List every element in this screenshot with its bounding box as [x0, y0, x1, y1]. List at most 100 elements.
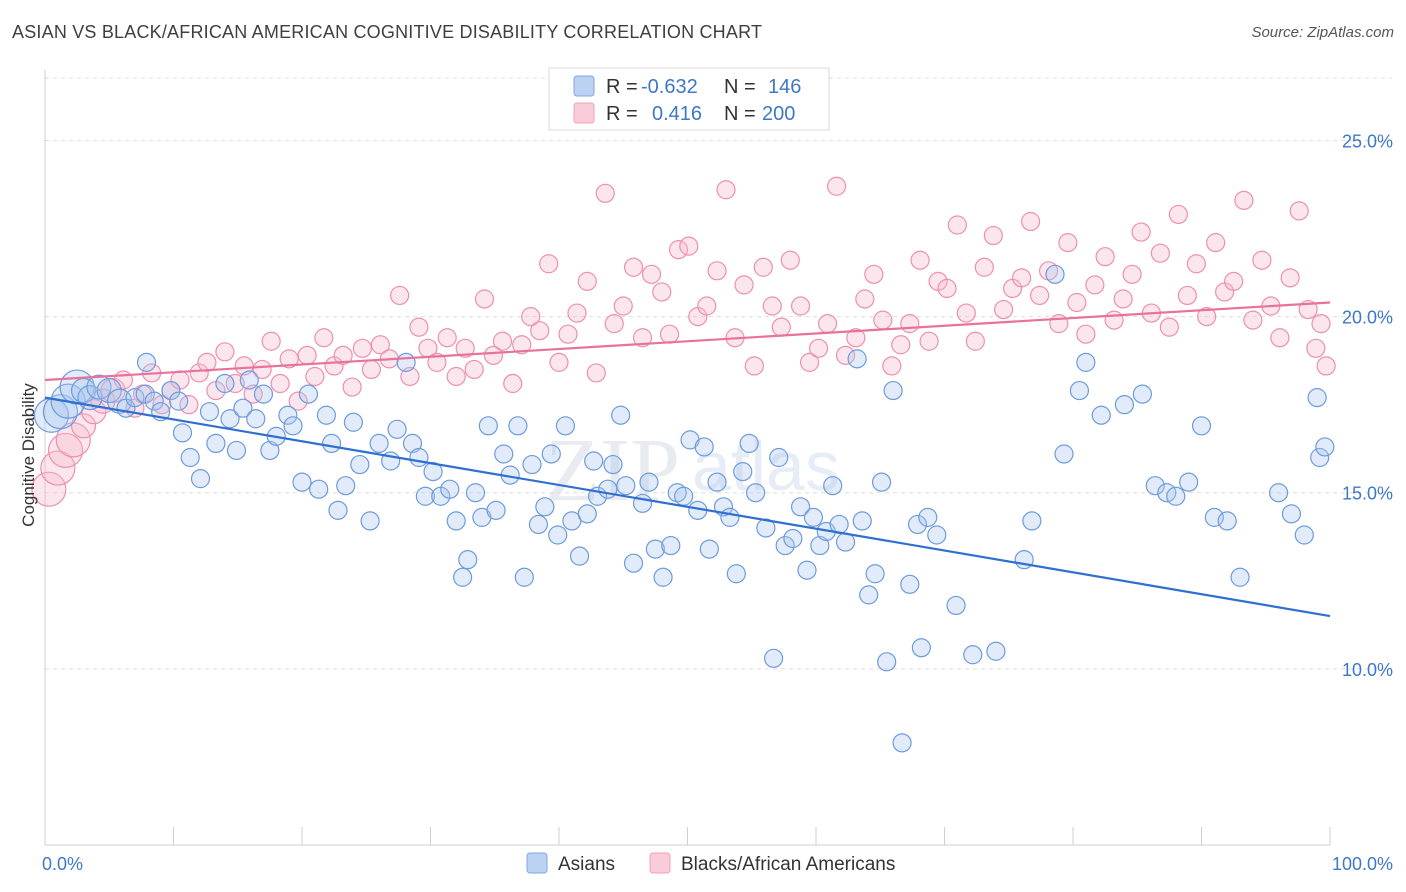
y-tick-labels: 10.0% 15.0% 20.0% 25.0% — [1342, 131, 1393, 679]
blacks-point-35 — [361, 359, 381, 380]
asians-point-117 — [883, 380, 903, 401]
blacks-point-112 — [1076, 324, 1096, 344]
asians-point-15 — [161, 380, 181, 401]
trend-line-asians — [44, 396, 1331, 618]
chart-title: ASIAN VS BLACK/AFRICAN AMERICAN COGNITIV… — [12, 22, 763, 42]
blacks-point-75 — [734, 275, 754, 295]
asians-point-144 — [1268, 483, 1289, 503]
blacks-point-120 — [1150, 243, 1170, 263]
blacks-point-131 — [1252, 250, 1272, 270]
legend-r-value-blacks: 0.416 — [652, 103, 702, 125]
blacks-point-29 — [305, 366, 325, 387]
asians-point-26 — [239, 370, 259, 390]
asians-point-32 — [283, 416, 303, 436]
asians-point-59 — [486, 500, 506, 520]
blacks-point-23 — [252, 359, 272, 380]
asians-point-81 — [639, 472, 659, 492]
asians-point-60 — [494, 444, 514, 464]
blacks-point-114 — [1095, 247, 1115, 267]
asians-point-89 — [694, 437, 714, 457]
y-tick-label-0: 10.0% — [1342, 660, 1393, 680]
asians-point-120 — [907, 514, 928, 535]
asians-point-52 — [440, 479, 460, 499]
blacks-point-66 — [652, 282, 672, 302]
blacks-point-55 — [549, 352, 569, 372]
blacks-point-116 — [1113, 289, 1133, 309]
source-credit: Source: ZipAtlas.com — [1251, 24, 1394, 41]
blacks-point-43 — [437, 328, 457, 348]
asians-point-45 — [387, 419, 407, 439]
blacks-point-48 — [483, 345, 504, 365]
asians-point-18 — [180, 447, 200, 468]
asians-point-116 — [877, 652, 897, 672]
asians-point-122 — [918, 507, 938, 527]
blacks-point-80 — [780, 250, 800, 270]
blacks-point-76 — [744, 356, 764, 376]
asians-point-1 — [42, 394, 79, 430]
blacks-point-53 — [530, 321, 550, 341]
blacks-point-59 — [586, 363, 606, 383]
blacks-point-86 — [835, 345, 856, 365]
blacks-point-129 — [1234, 190, 1254, 210]
asians-point-25 — [233, 398, 253, 418]
blacks-point-98 — [947, 215, 967, 235]
blacks-point-82 — [799, 352, 820, 372]
blacks-point-79 — [771, 317, 791, 337]
x-tick-label-1: 100.0% — [1332, 854, 1393, 874]
blacks-point-139 — [1316, 356, 1336, 376]
legend-r-value-asians: -0.632 — [641, 76, 698, 98]
y-axis-title: Cognitive Disability — [19, 383, 38, 527]
legend-swatch-asians — [573, 75, 595, 97]
asians-point-131 — [1069, 380, 1090, 401]
blacks-point-40 — [409, 317, 429, 337]
asians-point-12 — [136, 352, 157, 372]
asians-point-41 — [350, 454, 370, 475]
asians-point-23 — [220, 409, 240, 429]
asians-point-133 — [1091, 405, 1111, 425]
blacks-point-71 — [697, 296, 717, 316]
asians-point-72 — [577, 504, 597, 524]
blacks-point-105 — [1011, 268, 1032, 288]
asians-point-90 — [699, 539, 719, 559]
blacks-point-27 — [288, 391, 308, 411]
asians-point-38 — [328, 500, 348, 520]
blacks-point-85 — [826, 176, 847, 196]
asians-point-112 — [852, 511, 872, 531]
blacks-point-54 — [539, 254, 559, 274]
blacks-point-106 — [1020, 211, 1041, 232]
legend-n-value-blacks: 200 — [762, 103, 795, 125]
legend-n-label-asians: N = — [724, 76, 756, 98]
asians-point-39 — [336, 476, 356, 496]
blacks-point-60 — [595, 183, 615, 203]
blacks-point-72 — [707, 261, 727, 281]
blacks-point-32 — [333, 345, 353, 365]
asians-point-58 — [478, 416, 498, 436]
asians-point-17 — [172, 423, 193, 443]
asians-point-139 — [1179, 472, 1199, 492]
asians-point-123 — [927, 525, 947, 545]
asians-point-97 — [746, 483, 766, 503]
blacks-point-67 — [659, 324, 680, 344]
asians-point-94 — [726, 564, 746, 584]
asians-point-140 — [1191, 416, 1212, 436]
blacks-point-123 — [1177, 285, 1197, 306]
asians-point-132 — [1076, 352, 1096, 372]
x-tick-labels: 0.0% 100.0% — [42, 854, 1393, 874]
stats-legend-box — [548, 67, 830, 131]
blacks-point-47 — [474, 289, 495, 309]
blacks-point-83 — [808, 338, 829, 358]
blacks-point-125 — [1197, 306, 1217, 327]
blacks-point-17 — [197, 352, 217, 372]
asians-point-40 — [343, 412, 363, 432]
blacks-point-110 — [1058, 233, 1078, 253]
asians-point-135 — [1132, 384, 1152, 404]
blacks-point-69 — [679, 236, 699, 256]
asians-point-29 — [260, 440, 280, 461]
watermark-atlas: atlas — [692, 427, 840, 505]
blacks-point-0 — [31, 471, 67, 507]
asians-point-34 — [298, 384, 319, 404]
asians-point-21 — [206, 433, 226, 454]
asians-point-31 — [278, 405, 298, 425]
asians-point-36 — [316, 405, 337, 425]
trend-lines — [44, 301, 1331, 618]
